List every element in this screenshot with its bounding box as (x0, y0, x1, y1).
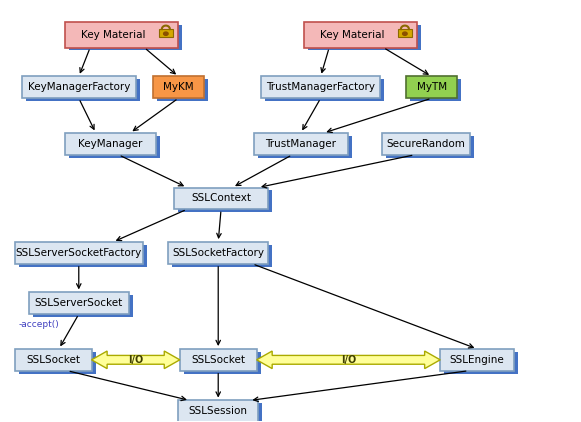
Text: MyKM: MyKM (163, 82, 193, 92)
Text: I/O: I/O (128, 355, 144, 365)
FancyBboxPatch shape (168, 242, 268, 264)
Text: KeyManager: KeyManager (78, 139, 142, 149)
Text: SSLContext: SSLContext (191, 193, 251, 203)
FancyBboxPatch shape (29, 292, 128, 314)
Text: I/O: I/O (341, 355, 356, 365)
Text: SecureRandom: SecureRandom (386, 139, 465, 149)
FancyBboxPatch shape (69, 136, 160, 158)
FancyBboxPatch shape (178, 400, 258, 422)
FancyBboxPatch shape (64, 22, 178, 48)
FancyBboxPatch shape (440, 349, 514, 371)
Text: SSLServerSocket: SSLServerSocket (35, 298, 123, 308)
Text: SSLSocket: SSLSocket (26, 355, 80, 365)
FancyBboxPatch shape (182, 403, 262, 422)
Text: Key Material: Key Material (81, 30, 145, 40)
Text: TrustManagerFactory: TrustManagerFactory (266, 82, 375, 92)
FancyBboxPatch shape (265, 79, 385, 101)
FancyBboxPatch shape (69, 25, 182, 51)
FancyBboxPatch shape (33, 295, 132, 317)
Text: TrustManager: TrustManager (266, 139, 336, 149)
FancyBboxPatch shape (444, 352, 518, 373)
FancyBboxPatch shape (159, 29, 173, 38)
Text: Key Material: Key Material (320, 30, 384, 40)
FancyBboxPatch shape (307, 25, 421, 51)
FancyBboxPatch shape (258, 136, 352, 158)
FancyBboxPatch shape (382, 133, 470, 155)
FancyBboxPatch shape (304, 22, 417, 48)
Text: SSLSession: SSLSession (189, 406, 248, 417)
FancyBboxPatch shape (178, 190, 272, 212)
Circle shape (403, 32, 407, 35)
Circle shape (164, 32, 168, 35)
Text: -accept(): -accept() (19, 320, 60, 329)
Polygon shape (257, 351, 440, 369)
FancyBboxPatch shape (173, 245, 272, 267)
FancyBboxPatch shape (261, 76, 381, 98)
Text: KeyManagerFactory: KeyManagerFactory (27, 82, 130, 92)
FancyBboxPatch shape (386, 136, 474, 158)
FancyBboxPatch shape (410, 79, 461, 101)
FancyBboxPatch shape (406, 76, 457, 98)
FancyBboxPatch shape (15, 242, 143, 264)
FancyBboxPatch shape (254, 133, 347, 155)
FancyBboxPatch shape (26, 79, 139, 101)
FancyBboxPatch shape (153, 76, 204, 98)
Text: SSLSocketFactory: SSLSocketFactory (172, 248, 264, 258)
Text: MyTM: MyTM (417, 82, 447, 92)
FancyBboxPatch shape (64, 133, 156, 155)
FancyBboxPatch shape (19, 352, 95, 373)
FancyBboxPatch shape (22, 76, 136, 98)
FancyBboxPatch shape (15, 349, 92, 371)
FancyBboxPatch shape (157, 79, 208, 101)
Text: SSLSocket: SSLSocket (191, 355, 245, 365)
Polygon shape (92, 351, 180, 369)
FancyBboxPatch shape (174, 187, 268, 209)
FancyBboxPatch shape (184, 352, 261, 373)
FancyBboxPatch shape (398, 29, 412, 38)
FancyBboxPatch shape (19, 245, 147, 267)
FancyBboxPatch shape (180, 349, 257, 371)
Text: SSLEngine: SSLEngine (450, 355, 504, 365)
Text: SSLServerSocketFactory: SSLServerSocketFactory (16, 248, 142, 258)
